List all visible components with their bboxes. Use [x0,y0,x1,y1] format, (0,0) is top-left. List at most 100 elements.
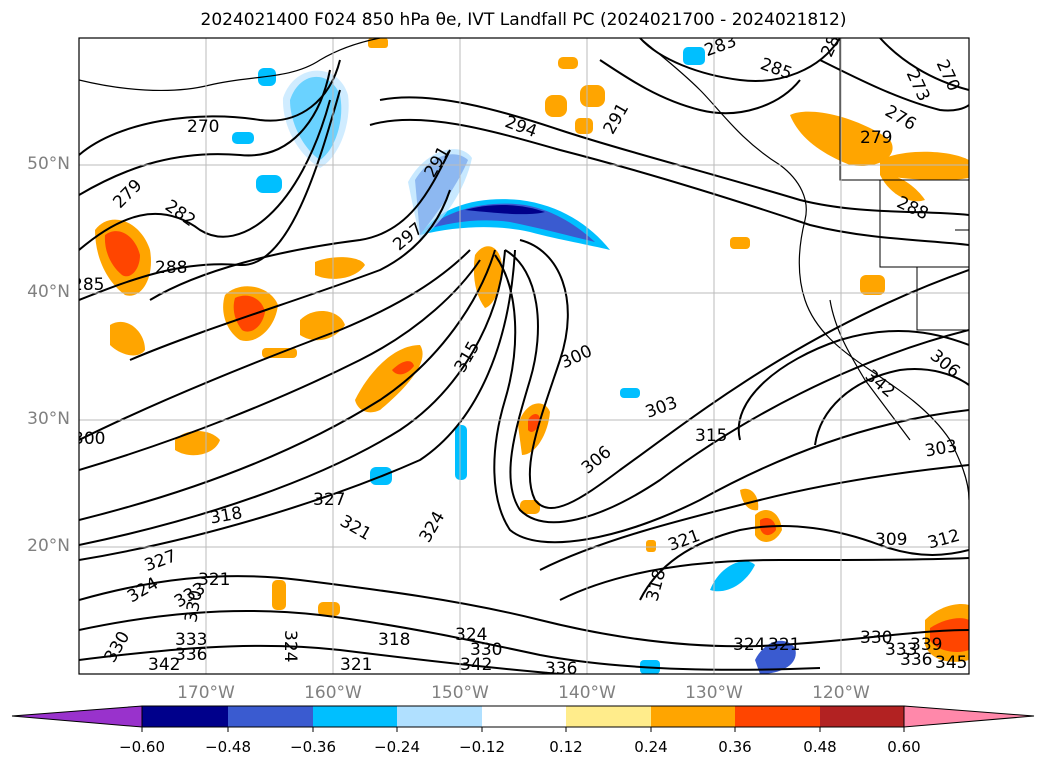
shade-orange-small-2 [580,85,605,107]
colorbar-bin [651,706,735,727]
shade-medblue-streak [425,203,595,242]
shade-lightblue-tail [408,149,472,240]
contour-label: 300 [73,429,105,449]
lon-label: 120°W [812,683,870,703]
colorbar-bin [228,706,313,727]
colorbar-tick-label: 0.24 [634,738,668,756]
contour-label: 321 [768,635,800,655]
shade-blue-small-6 [455,425,467,480]
contour-label: 342 [460,655,492,675]
shade-blue-se-2 [755,640,796,674]
colorbar-tick-label: 0.60 [887,738,921,756]
contour-label: 333 [175,630,207,650]
lon-label: 160°W [304,683,362,703]
shade-red-far-se [930,618,969,652]
shade-orange-ne-2 [880,151,969,181]
contour-label: 279 [860,128,892,148]
colorbar-tick-label: −0.24 [374,738,420,756]
contour-label: 330 [470,640,502,660]
colorbar-tick-label: −0.12 [459,738,505,756]
theta-e-contours [79,38,969,674]
shade-orange-small-9 [272,580,286,610]
map-frame [78,37,970,675]
shade-lightblue-alaska [282,70,349,168]
shade-blue-small-2 [256,175,282,193]
contour-label: 285 [72,275,104,295]
shade-red-west-2 [233,295,265,332]
contour-label: 330 [860,628,892,648]
graticule [79,38,969,674]
contour-label: 336 [545,659,577,679]
colorbar-bin [313,706,397,727]
colorbar-outline [141,705,905,728]
shade-orange-small-3 [558,57,578,69]
shaded-regions [95,38,969,674]
contour-label: 318 [378,630,410,650]
shade-navy-streak [465,204,545,215]
contour-label: 309 [875,530,907,550]
contour-label: 321 [198,570,230,590]
contour-label: 288 [155,258,187,278]
colorbar-tick-label: −0.48 [205,738,251,756]
lat-label: 40°N [27,282,70,302]
map-title: 2024021400 F024 850 hPa θe, IVT Landfall… [200,10,847,30]
shade-orange-small-5 [730,237,750,249]
political-borders [839,38,969,331]
colorbar-bin [142,706,228,727]
contour-label: 321 [340,655,372,675]
coastlines [79,38,969,501]
shade-orange-small-6 [860,275,885,295]
shade-orange-se-2 [740,488,759,511]
colorbar-bin [566,706,651,727]
shade-orange-small-4 [575,118,593,134]
lon-label: 170°W [177,683,235,703]
lat-label: 50°N [27,154,70,174]
shade-orange-small-1 [545,95,567,117]
contour-label: 324 [455,625,487,645]
shade-red-mid-6 [528,414,540,432]
colorbar-right-extend [903,705,1035,728]
contour-label: 342 [148,655,180,675]
shade-orange-small-8 [520,500,540,514]
colorbar-tick-label: −0.36 [290,738,336,756]
colorbar-tick-label: −0.60 [119,738,165,756]
colorbar-bin [482,706,566,727]
shade-blue-se-1 [710,561,755,592]
shade-orange-mid-2 [315,257,365,279]
shade-blue-small-3 [232,132,254,144]
contour-label: 270 [187,117,219,137]
shade-orange-west-3 [110,321,145,356]
colorbar-bin [735,706,820,727]
shade-blue-small-4 [683,47,705,65]
shade-red-mid-3 [392,361,414,375]
shade-blue-small-5 [620,388,640,398]
lon-label: 130°W [685,683,743,703]
colorbar-tick-label: 0.12 [549,738,583,756]
contour-label: 324 [733,635,765,655]
lat-label: 20°N [27,536,70,556]
shade-red-west-1 [104,231,140,277]
contour-label: 327 [313,490,345,510]
contour-label: 315 [695,426,727,446]
colorbar-bin [820,706,904,727]
shade-orange-small-11 [368,38,388,48]
colorbar [11,705,1035,732]
shade-orange-small-10 [318,602,340,616]
shade-orange-mid-4 [175,431,220,456]
lon-label: 140°W [558,683,616,703]
shade-orange-ne-3 [880,174,925,202]
lon-label: 150°W [431,683,489,703]
contour-label: 339 [910,635,942,655]
colorbar-left-extend [11,705,143,728]
contour-label: 336 [175,645,207,665]
shade-orange-small-12 [646,540,656,552]
lat-label: 30°N [27,409,70,429]
colorbar-bin [397,706,482,727]
contour-label: 345 [935,653,967,673]
colorbar-tick-label: 0.36 [718,738,752,756]
contour-label: 324 [280,630,300,662]
colorbar-tick-label: 0.48 [803,738,837,756]
contour-label: 333 [885,640,917,660]
contour-label: 336 [900,650,932,670]
